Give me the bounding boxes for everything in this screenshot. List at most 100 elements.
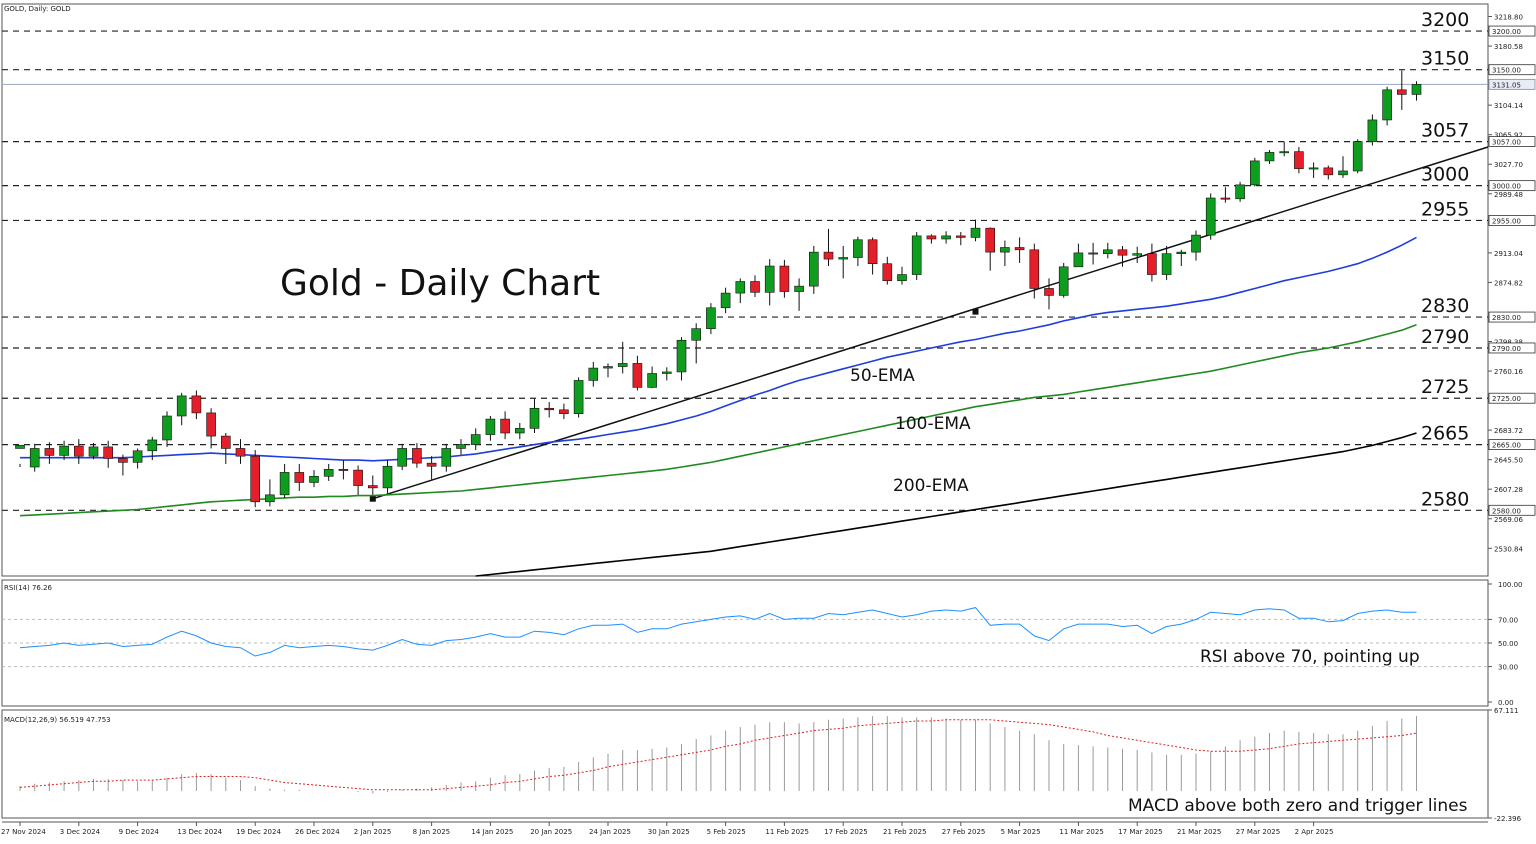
candle [588,361,599,387]
macd-tick-label: -22.396 [1494,815,1522,823]
macd-label: MACD(12,26,9) 56.519 47.753 [4,716,111,724]
time-tick-label: 5 Mar 2025 [1001,828,1041,836]
price-tick-label: 2798.38 [1494,338,1523,346]
candle-body [529,407,540,429]
level-tag-box [1488,392,1536,404]
candle [897,266,907,285]
candle [206,408,216,449]
time-tick-label: 5 Feb 2025 [707,828,746,836]
candle-body [456,444,466,449]
macd-tick-label: 67.111 [1494,707,1519,715]
candle [750,275,760,297]
level-tag-2830: 2830.00 [1492,314,1521,322]
candle [1205,193,1216,240]
candle-body [1132,253,1142,256]
candle-body [559,409,569,414]
candle [706,303,716,335]
candle [44,442,55,464]
candle-body [353,469,363,486]
candle [162,411,172,447]
candle [397,443,408,471]
candle [853,236,863,267]
candle [617,341,628,374]
level-label-2830: 2830 [1421,295,1469,317]
level-label-3000: 3000 [1421,164,1469,186]
candle-body [1117,249,1128,256]
ema50-annotation: 50-EMA [850,366,915,386]
candle-body [382,465,393,489]
candle [176,392,187,426]
candle-body [941,235,951,240]
price-tick-label: 2645.50 [1494,457,1523,465]
candle-body [955,235,966,238]
candle [632,355,643,391]
candle-body [676,339,687,373]
price-tick-label: 2530.84 [1494,545,1523,553]
candle-body [15,445,25,449]
candle [941,231,951,244]
candle [647,366,657,389]
candle-body [897,274,907,282]
candle-body [1103,249,1113,254]
candle [838,245,849,279]
candle-body [118,458,128,463]
chart-title: Gold - Daily Chart [280,263,600,304]
candle-body [1088,252,1098,255]
candle-body [1029,249,1040,289]
candle [1367,114,1378,146]
candle [764,259,775,306]
level-label-3057: 3057 [1421,120,1469,142]
time-tick-label: 14 Jan 2025 [471,828,513,836]
candle [970,219,981,242]
candle-body [191,395,202,414]
pane-frame-0 [1,3,1489,577]
candle [323,463,334,481]
level-label-2790: 2790 [1421,326,1469,348]
candle-body [44,448,55,456]
level-label-2580: 2580 [1421,488,1469,510]
candle-body [1205,197,1216,236]
macd-annotation: MACD above both zero and trigger lines [1128,796,1468,816]
candle [1382,86,1392,126]
candle-body [221,435,231,449]
candle [191,390,202,420]
candle-body [1338,170,1348,176]
time-tick-label: 2 Apr 2025 [1295,828,1334,836]
candle-body [1161,253,1172,275]
candle-body [573,380,584,414]
candle [500,411,510,440]
time-tick-label: 2 Jan 2025 [354,828,392,836]
candle-body [985,227,996,253]
time-tick-label: 9 Dec 2024 [119,828,160,836]
price-tick-label: 2760.16 [1494,368,1523,376]
rsi-tick-label: 50.00 [1498,640,1518,648]
candle-body [1220,197,1231,200]
time-tick-label: 19 Dec 2024 [236,828,281,836]
support-trendline [372,146,1489,500]
candle [529,398,540,433]
level-tag-2790: 2790.00 [1492,345,1521,353]
candle-body [367,485,378,489]
price-tick-label: 2913.04 [1494,250,1523,258]
candle-body [1382,89,1392,121]
candle [1029,243,1040,299]
level-tag-box [1488,504,1536,516]
candle-body [647,373,657,388]
candle [426,456,437,480]
candle-body [794,285,804,292]
time-tick-label: 20 Jan 2025 [530,828,572,836]
time-tick-label: 13 Dec 2024 [177,828,222,836]
candle-body [911,235,922,275]
candle-body [441,448,452,467]
candle [1014,237,1025,263]
level-label-2725: 2725 [1421,376,1469,398]
candle-body [514,428,525,434]
candle [1044,278,1054,310]
candle [74,439,84,464]
candle-body [29,448,40,468]
candle [338,460,349,480]
candle [294,463,305,491]
candle-body [1176,251,1187,254]
candle [1338,156,1348,178]
candle-body [926,235,937,240]
